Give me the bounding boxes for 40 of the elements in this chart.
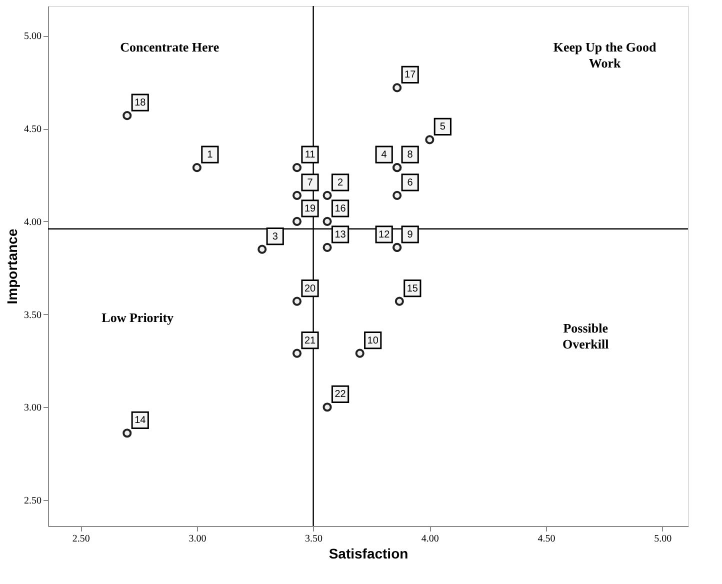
y-tick-label: 4.50 <box>24 124 42 136</box>
y-tick-label: 2.50 <box>24 496 42 506</box>
annotation: Low Priority <box>102 310 174 325</box>
annotation: 17 <box>404 70 416 81</box>
annotation: 15 <box>406 283 418 294</box>
y-tick-label: 3.50 <box>24 310 42 321</box>
y-tick-label: 5.00 <box>24 31 42 42</box>
y-axis-title: Importance <box>4 228 20 304</box>
annotation: 1 <box>207 150 214 161</box>
annotation: 7 <box>307 177 314 188</box>
x-tick-label: 3.50 <box>305 534 323 544</box>
annotation: 5 <box>440 122 446 133</box>
annotation: 16 <box>334 203 346 214</box>
annotation: 12 <box>378 229 390 240</box>
x-tick-label: 4.50 <box>538 534 556 544</box>
annotation: 9 <box>407 229 414 240</box>
annotation: 10 <box>367 335 379 346</box>
x-tick-label: 4.00 <box>421 534 439 544</box>
annotation: 20 <box>304 283 316 294</box>
annotation: Concentrate Here <box>120 40 220 55</box>
x-tick-label: 3.00 <box>188 534 206 544</box>
annotation: 18 <box>134 98 146 109</box>
annotation: Keep Up the Good Work <box>553 40 658 71</box>
annotation: 4 <box>381 150 388 161</box>
annotation: 19 <box>304 203 316 214</box>
y-tick-label: 3.00 <box>24 402 42 414</box>
annotation: Possible Overkill <box>562 320 610 352</box>
annotation: 8 <box>407 150 414 161</box>
annotation: 14 <box>134 415 146 426</box>
annotation: 13 <box>334 229 346 240</box>
x-tick-label: 5.00 <box>654 534 672 544</box>
annotation: 22 <box>334 389 346 400</box>
annotation: 6 <box>407 177 414 188</box>
x-axis-title: Satisfaction <box>328 546 408 562</box>
annotation: 2 <box>337 177 344 188</box>
annotation: 11 <box>304 150 316 161</box>
y-tick-label: 4.00 <box>24 216 42 228</box>
annotation: 3 <box>272 231 278 242</box>
annotation: 21 <box>304 335 316 346</box>
x-tick-label: 2.50 <box>72 534 90 544</box>
